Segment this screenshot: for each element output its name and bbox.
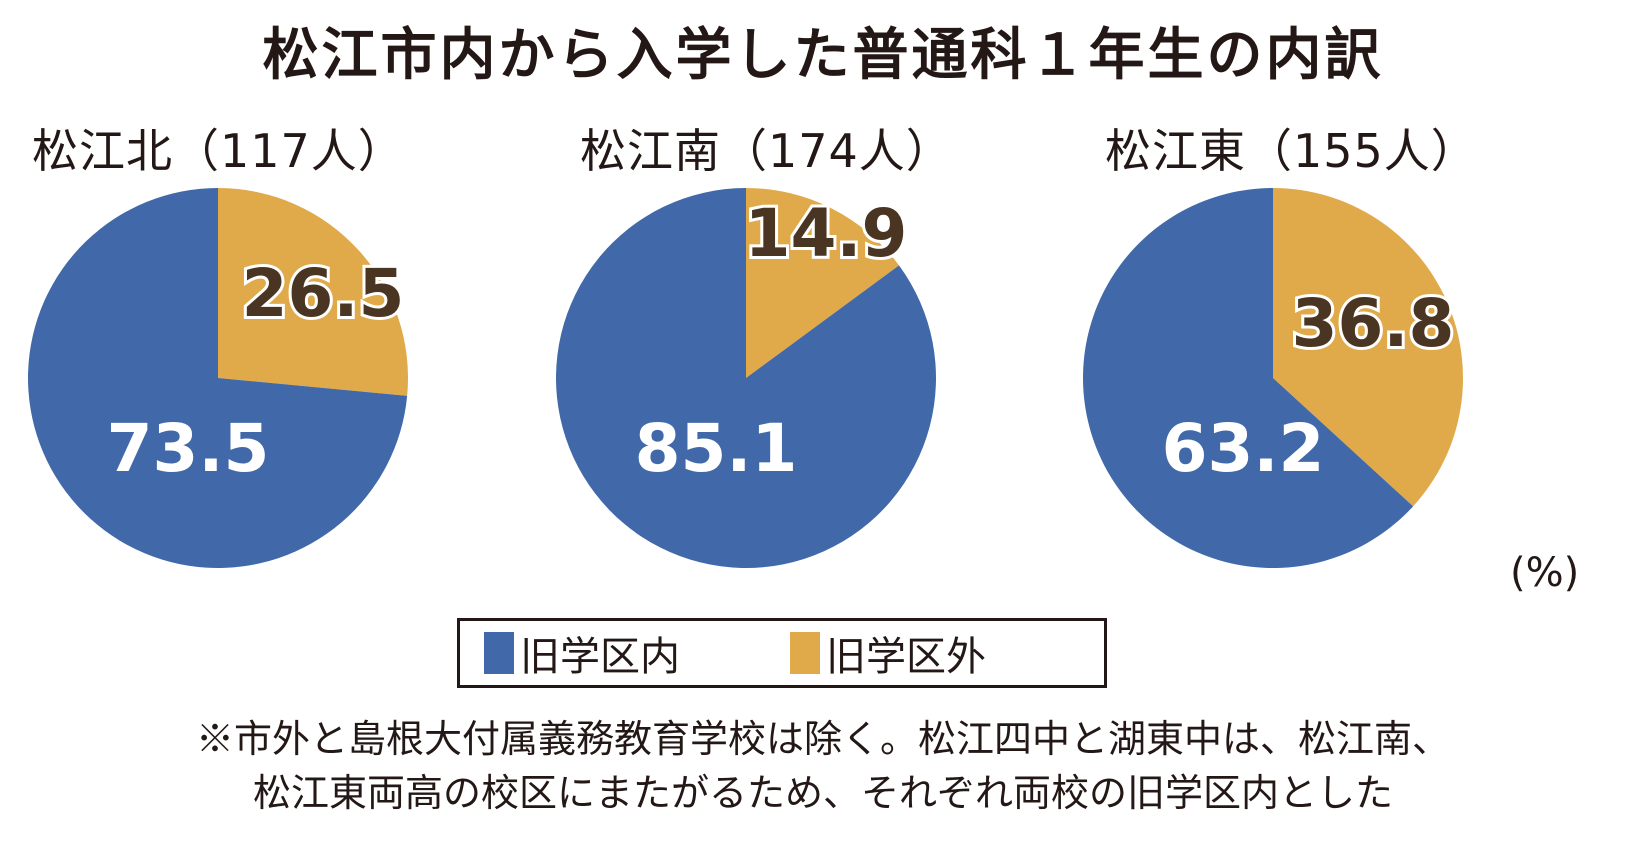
pie-title-matsue-higashi: 松江東（155人）: [1105, 124, 1478, 178]
legend-item-inside: 旧学区内: [484, 621, 680, 685]
pie-0-slice-outside: [218, 188, 408, 396]
pie-1-slice-inside: [556, 188, 936, 568]
legend-swatch-inside: [484, 632, 514, 674]
pie-title-matsue-minami: 松江南（174人）: [580, 124, 953, 178]
chart-title: 松江市内から入学した普通科１年生の内訳: [262, 23, 1384, 88]
legend-item-outside: 旧学区外: [790, 621, 986, 685]
pie-2-slice-inside: [1083, 188, 1414, 568]
pie-1-label-inside: 85.1: [635, 410, 798, 487]
footnote-line-2: 松江東両高の校区にまたがるため、それぞれ両校の旧学区内とした: [252, 771, 1393, 815]
pie-0-label-inside: 73.5: [107, 410, 270, 487]
pie-1-label-outside: 14.9: [745, 195, 908, 272]
pie-2-slice-outside: [1273, 188, 1464, 507]
pie-2-label-inside: 63.2: [1162, 410, 1325, 487]
unit-label: (%): [1510, 550, 1580, 596]
pie-0-label-outside: 26.5: [242, 255, 405, 332]
legend-swatch-outside: [790, 632, 820, 674]
pie-2-label-outside: 36.8: [1292, 285, 1455, 362]
pie-0-slice-inside: [28, 188, 408, 568]
legend: 旧学区内 旧学区外: [457, 618, 1107, 688]
legend-label-outside: 旧学区外: [826, 634, 986, 680]
pie-title-matsue-kita: 松江北（117人）: [32, 124, 405, 178]
pie-1-slice-outside: [746, 188, 900, 378]
legend-label-inside: 旧学区内: [520, 634, 680, 680]
footnote-line-1: ※市外と島根大付属義務教育学校は除く。松江四中と湖東中は、松江南、: [195, 717, 1450, 761]
